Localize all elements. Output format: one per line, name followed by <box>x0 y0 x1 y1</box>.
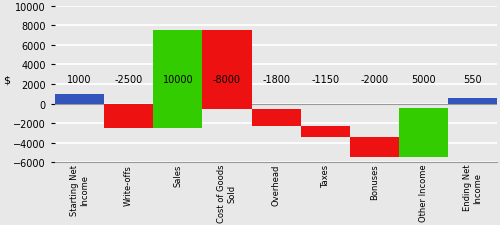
Bar <box>202 31 252 109</box>
Text: 5000: 5000 <box>411 75 436 85</box>
Text: -1800: -1800 <box>262 75 290 85</box>
Text: 550: 550 <box>464 75 482 85</box>
Text: -8000: -8000 <box>213 75 241 85</box>
Text: -1150: -1150 <box>311 75 340 85</box>
Text: -2500: -2500 <box>114 75 143 85</box>
Bar <box>154 31 202 128</box>
Text: 10000: 10000 <box>162 75 193 85</box>
Bar <box>448 99 497 104</box>
Text: 1000: 1000 <box>68 75 92 85</box>
Bar <box>252 109 300 127</box>
Text: -2000: -2000 <box>360 75 388 85</box>
Y-axis label: $: $ <box>3 75 10 85</box>
Bar <box>104 104 154 128</box>
Bar <box>399 108 448 157</box>
Bar <box>55 94 104 104</box>
Bar <box>300 127 350 138</box>
Bar <box>350 138 399 157</box>
